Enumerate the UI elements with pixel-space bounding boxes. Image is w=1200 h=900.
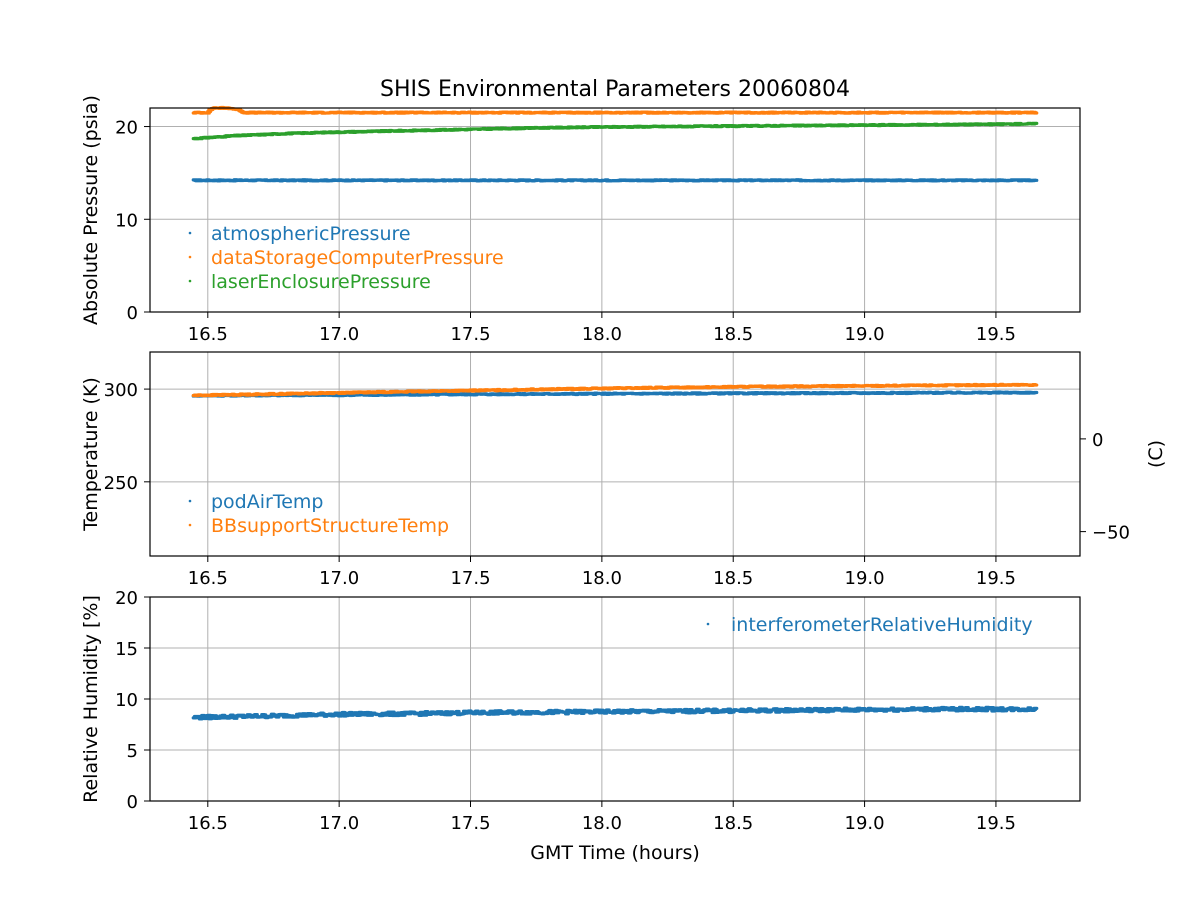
temperature-y-axis-label: Temperature (K) [80, 377, 102, 532]
temperature-y2-tick-label: 0 [1092, 430, 1103, 451]
humidity-y-tick-label: 5 [127, 741, 138, 762]
temperature-ticks: 16.5 17.0 17.5 18.0 18.5 19.0 19.5 250 300 0 −50 [104, 380, 1130, 589]
pressure-series-atmosphericPressure [191, 178, 1039, 183]
chart-title: SHIS Environmental Parameters 20060804 [380, 77, 850, 102]
pressure-series-laserEnclosurePressure [191, 121, 1039, 141]
dataStorageComputerPressure-legend-label: dataStorageComputerPressure [211, 247, 504, 269]
humidity-y-tick-label: 15 [115, 639, 138, 660]
pressure-ticks: 16.5 17.0 17.5 18.0 18.5 19.0 19.5 0 10 20 [115, 118, 1016, 345]
humidity-x-tick-label: 17.0 [319, 813, 359, 834]
atmosphericPressure-legend-label: atmosphericPressure [211, 223, 411, 245]
interferometerRelativeHumidity-legend-marker [706, 622, 710, 626]
pressure-x-tick-label: 18.0 [582, 324, 622, 345]
humidity-legend: interferometerRelativeHumidity [706, 614, 1033, 636]
humidity-ticks: 16.5 17.0 17.5 18.0 18.5 19.0 19.5 0 5 10 15 20 [115, 588, 1016, 834]
temperature-x-tick-label: 17.0 [319, 568, 359, 589]
temperature-celsius-axis-label: (C) [1145, 440, 1167, 468]
humidity-series [191, 705, 1039, 721]
pressure-x-tick-label: 16.5 [188, 324, 228, 345]
interferometerRelativeHumidity-trace [191, 705, 1039, 721]
pressure-panel: 16.5 17.0 17.5 18.0 18.5 19.0 19.5 0 10 20 Absolu… [80, 95, 1081, 345]
humidity-x-tick-label: 19.5 [976, 813, 1016, 834]
BBsupportStructureTemp-legend-label: BBsupportStructureTemp [211, 515, 449, 537]
temperature-x-tick-label: 18.0 [582, 568, 622, 589]
atmosphericPressure-trace [191, 178, 1039, 183]
pressure-y-tick-label: 0 [127, 303, 138, 324]
humidity-x-tick-label: 18.5 [713, 813, 753, 834]
dataStorageComputerPressure-trace [191, 105, 1039, 115]
BBsupportStructureTemp-legend-marker [188, 523, 192, 527]
pressure-x-tick-label: 18.5 [713, 324, 753, 345]
temperature-series [191, 382, 1039, 398]
pressure-series [191, 105, 1039, 183]
dataStorageComputerPressure-legend-marker [188, 255, 192, 259]
atmosphericPressure-legend-marker [188, 231, 192, 235]
BBsupportStructureTemp-trace [191, 382, 1039, 398]
humidity-y-axis-label: Relative Humidity [%] [80, 595, 102, 803]
pressure-x-tick-label: 19.5 [976, 324, 1016, 345]
pressure-y-tick-label: 20 [115, 118, 138, 139]
temperature-y-tick-label: 250 [104, 473, 138, 494]
pressure-x-tick-label: 17.0 [319, 324, 359, 345]
pressure-y-axis-label: Absolute Pressure (psia) [80, 95, 102, 325]
temperature-x-tick-label: 19.0 [845, 568, 885, 589]
temperature-x-tick-label: 18.5 [713, 568, 753, 589]
humidity-y-tick-label: 0 [127, 792, 138, 813]
humidity-series-interferometerRelativeHumidity [191, 705, 1039, 721]
temperature-x-tick-label: 19.5 [976, 568, 1016, 589]
humidity-y-tick-label: 10 [115, 690, 138, 711]
humidity-y-tick-label: 20 [115, 588, 138, 609]
pressure-axes-frame [149, 107, 1081, 313]
temperature-panel: 16.5 17.0 17.5 18.0 18.5 19.0 19.5 250 300 0 −50 T… [80, 351, 1167, 589]
pressure-x-tick-label: 19.0 [845, 324, 885, 345]
interferometerRelativeHumidity-legend-label: interferometerRelativeHumidity [731, 614, 1033, 636]
humidity-x-tick-label: 16.5 [188, 813, 228, 834]
temperature-series-BBsupportStructureTemp [191, 382, 1039, 398]
pressure-y-tick-label: 10 [115, 210, 138, 231]
time-x-axis-label: GMT Time (hours) [530, 842, 700, 864]
laserEnclosurePressure-legend-marker [188, 279, 192, 283]
humidity-x-tick-label: 17.5 [450, 813, 490, 834]
humidity-x-tick-label: 18.0 [582, 813, 622, 834]
humidity-x-tick-label: 19.0 [845, 813, 885, 834]
podAirTemp-legend-marker [188, 499, 192, 503]
laserEnclosurePressure-trace [191, 121, 1039, 141]
temperature-axes-frame [149, 351, 1081, 557]
pressure-x-tick-label: 17.5 [450, 324, 490, 345]
podAirTemp-legend-label: podAirTemp [211, 491, 323, 513]
pressure-legend: atmosphericPressuredataStorageComputerPr… [188, 223, 504, 293]
pressure-series-dataStorageComputerPressure [191, 105, 1039, 115]
temperature-y2-tick-label: −50 [1092, 523, 1130, 544]
laserEnclosurePressure-legend-label: laserEnclosurePressure [211, 271, 431, 293]
temperature-x-tick-label: 16.5 [188, 568, 228, 589]
humidity-panel: 16.5 17.0 17.5 18.0 18.5 19.0 19.5 0 5 10 15 20 Rel… [80, 588, 1081, 864]
temperature-x-tick-label: 17.5 [450, 568, 490, 589]
temperature-y-tick-label: 300 [104, 380, 138, 401]
